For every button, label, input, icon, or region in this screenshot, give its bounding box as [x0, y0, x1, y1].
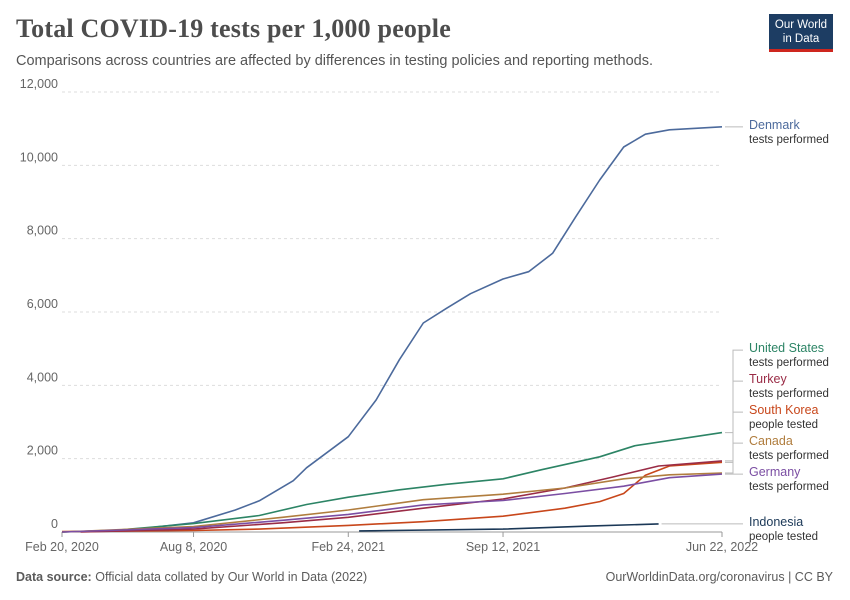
x-tick-label: Feb 24, 2021	[311, 540, 385, 554]
x-tick-label: Aug 8, 2020	[160, 540, 227, 554]
label-connector	[725, 349, 743, 434]
chart-subtitle: Comparisons across countries are affecte…	[16, 53, 654, 69]
label-connector	[725, 442, 743, 474]
y-tick-label: 6,000	[27, 297, 58, 311]
y-axis-ticks: 0 2,000 4,000 6,000 8,000 10,000 12,000	[20, 77, 58, 531]
series-label-indonesia: Indonesia	[749, 515, 803, 529]
x-axis-ticks: Feb 20, 2020 Aug 8, 2020 Feb 24, 2021 Sep 1…	[25, 532, 758, 554]
series-line-indonesia[interactable]	[359, 523, 659, 532]
series-line-turkey[interactable]	[80, 460, 723, 533]
series-label-south-korea: South Korea	[749, 403, 819, 417]
footer-link[interactable]: OurWorldinData.org/coronavirus | CC BY	[605, 570, 833, 584]
data-source-label: Data source:	[16, 570, 92, 584]
x-tick-label: Jun 22, 2022	[686, 540, 758, 554]
x-tick-label: Feb 20, 2020	[25, 540, 99, 554]
series-measure-turkey: tests performed	[749, 388, 829, 400]
grid-lines	[62, 91, 722, 533]
series-labels: Denmark tests performed United States tests…	[661, 118, 829, 543]
data-source-text: Official data collated by Our World in D…	[95, 570, 368, 584]
series-measure-south-korea: people tested	[749, 419, 818, 431]
chart-title: Total COVID-19 tests per 1,000 people	[16, 14, 451, 43]
series-line-denmark[interactable]	[61, 126, 723, 533]
y-tick-label: 0	[51, 517, 58, 531]
series-label-turkey: Turkey	[749, 372, 787, 386]
series-label-denmark: Denmark	[749, 118, 800, 132]
series-line-united-states[interactable]	[61, 431, 723, 533]
series-measure-denmark: tests performed	[749, 134, 829, 146]
y-tick-label: 8,000	[27, 224, 58, 238]
series-measure-united-states: tests performed	[749, 357, 829, 369]
logo-line-1: Our World	[774, 19, 828, 31]
label-connector	[725, 411, 743, 463]
series-label-canada: Canada	[749, 434, 793, 448]
label-connector	[725, 380, 743, 462]
data-source: Data source: Official data collated by O…	[16, 570, 367, 584]
series-label-germany: Germany	[749, 465, 801, 479]
series-measure-indonesia: people tested	[749, 531, 818, 543]
series-label-united-states: United States	[749, 341, 824, 355]
y-tick-label: 4,000	[27, 370, 58, 384]
logo-line-2: in Data	[782, 33, 820, 45]
owid-logo[interactable]: Our World in Data	[769, 14, 833, 52]
series-line-canada[interactable]	[61, 472, 723, 533]
series-measure-canada: tests performed	[749, 450, 829, 462]
y-tick-label: 10,000	[20, 150, 58, 164]
x-tick-label: Sep 12, 2021	[466, 540, 540, 554]
series-lines	[61, 126, 723, 533]
series-line-germany[interactable]	[61, 473, 723, 533]
series-measure-germany: tests performed	[749, 481, 829, 493]
series-line-south-korea[interactable]	[61, 461, 723, 533]
y-tick-label: 12,000	[20, 77, 58, 91]
y-tick-label: 2,000	[27, 444, 58, 458]
